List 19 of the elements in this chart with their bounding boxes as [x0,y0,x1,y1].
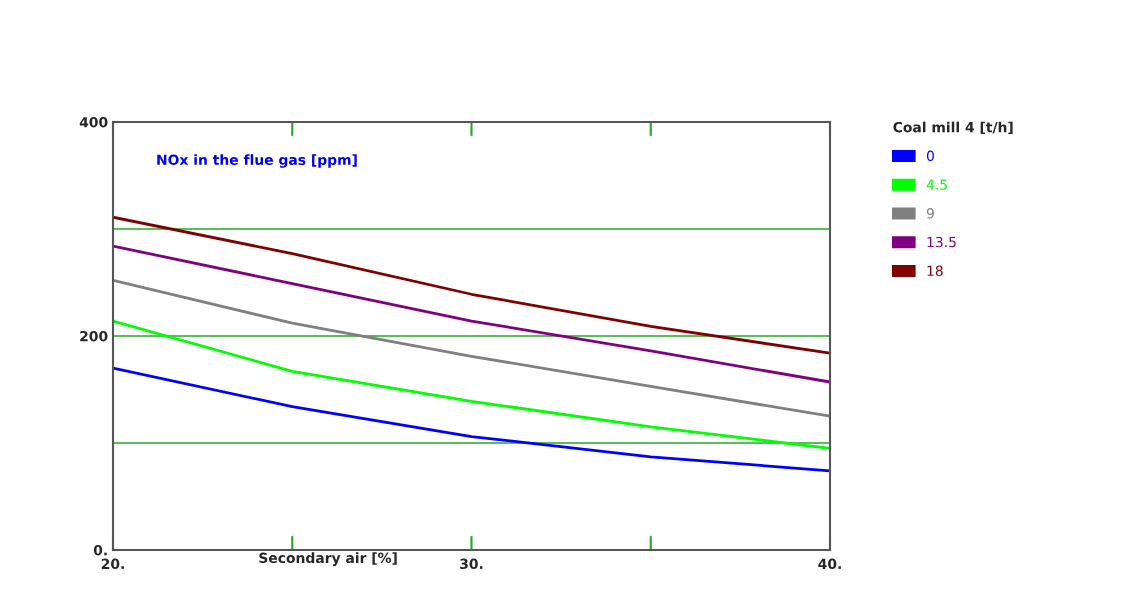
legend-label: 4.5 [926,179,947,190]
x-tick-label: 40. [818,558,841,570]
legend-label: 0 [926,150,934,162]
x-tick-label: 30. [460,558,483,570]
legend-label: 13.5 [927,236,956,248]
x-tick-label: 20. [101,558,124,570]
x-axis-title: Secondary air [%] [259,552,397,566]
line-series [113,366,830,473]
line-series [113,319,830,450]
y-tick-label: 200 [80,330,108,342]
annotation: NOx in the flue gas [ppm] [157,154,357,168]
line-series [113,278,830,418]
legend-label: 9 [926,208,934,219]
legend-title: Coal mill 4 [t/h] [893,121,1013,135]
line-series [113,215,830,355]
y-tick-label: 400 [79,116,108,128]
y-tick-label: 0. [93,544,107,556]
legend-label: 18 [927,265,943,277]
line-series [113,244,830,384]
